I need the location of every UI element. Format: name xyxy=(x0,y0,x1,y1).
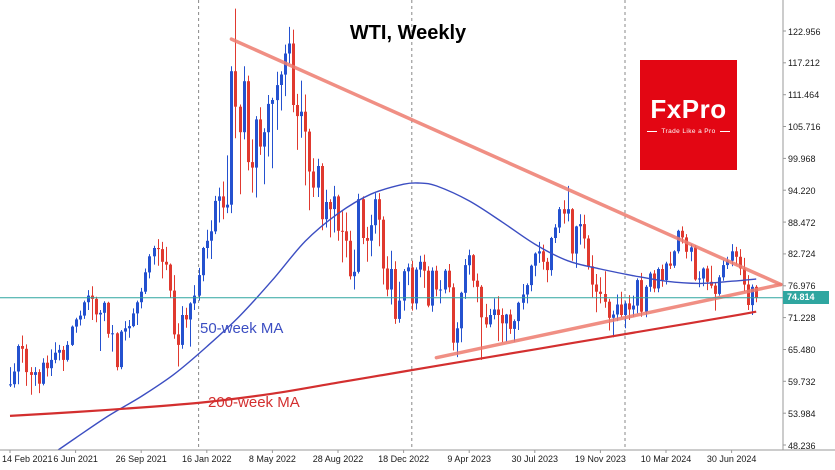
price-axis-label: 76.976 xyxy=(788,281,816,292)
time-axis-label: 30 Jul 2023 xyxy=(511,454,559,464)
price-axis-label: 53.984 xyxy=(788,408,816,419)
descending-trendline[interactable] xyxy=(229,37,783,287)
price-axis-label: 94.220 xyxy=(788,185,816,196)
time-axis-label: 14 Feb 2021 xyxy=(2,454,53,464)
price-axis-label: 59.732 xyxy=(788,376,816,387)
ma50-annotation: 50-week MA xyxy=(200,320,284,337)
price-axis-label: 117.212 xyxy=(788,58,820,69)
time-axis-label: 28 Aug 2022 xyxy=(312,454,364,464)
price-axis-label: 105.716 xyxy=(788,122,821,133)
axis-frame xyxy=(0,0,835,453)
price-axis-label: 122.956 xyxy=(788,26,821,37)
current-price-tag: 74.814 xyxy=(783,291,829,305)
price-axis-label: 82.724 xyxy=(788,249,816,260)
price-axis-label: 99.968 xyxy=(788,153,816,164)
ascending-trendline[interactable] xyxy=(434,282,783,360)
tagline-text: Trade Like a Pro xyxy=(661,127,716,135)
price-axis[interactable]: 122.956 117.212 111.464 105.716 99.968 94.220… xyxy=(783,0,835,451)
fxpro-logo-tagline: Trade Like a Pro xyxy=(647,127,730,135)
year-gridlines xyxy=(198,0,626,450)
price-axis-label: 65.480 xyxy=(788,344,816,355)
time-axis-label: 9 Apr 2023 xyxy=(447,454,491,464)
chart-title: WTI, Weekly xyxy=(349,22,467,44)
ma50-line xyxy=(56,182,757,450)
time-axis-label: 26 Sep 2021 xyxy=(115,454,167,464)
fxpro-logo-text: FxPro xyxy=(650,93,727,124)
price-axis-label: 88.472 xyxy=(788,217,816,228)
time-axis-label: 6 Jun 2021 xyxy=(53,454,98,464)
ma200-annotation: 200-week MA xyxy=(208,394,300,411)
time-axis-label: 16 Jan 2022 xyxy=(182,454,232,464)
time-axis-label: 30 Jun 2024 xyxy=(706,454,757,464)
time-axis-label: 18 Dec 2022 xyxy=(378,454,430,464)
price-axis-label: 111.464 xyxy=(788,90,820,101)
time-axis[interactable]: 14 Feb 2021 6 Jun 2021 26 Sep 2021 16 Jan 2… xyxy=(0,450,835,470)
price-axis-label: 48.236 xyxy=(788,440,816,451)
time-axis-label: 19 Nov 2023 xyxy=(574,454,626,464)
ma200-line xyxy=(9,310,757,417)
plot-area[interactable] xyxy=(0,0,783,470)
price-axis-label: 71.228 xyxy=(788,313,816,324)
time-axis-label: 10 Mar 2024 xyxy=(640,454,692,464)
fxpro-logo: FxPro Trade Like a Pro xyxy=(640,60,737,170)
tagline-left-rule xyxy=(647,130,658,132)
tagline-right-rule xyxy=(719,130,730,132)
time-axis-label: 8 May 2022 xyxy=(248,454,296,464)
